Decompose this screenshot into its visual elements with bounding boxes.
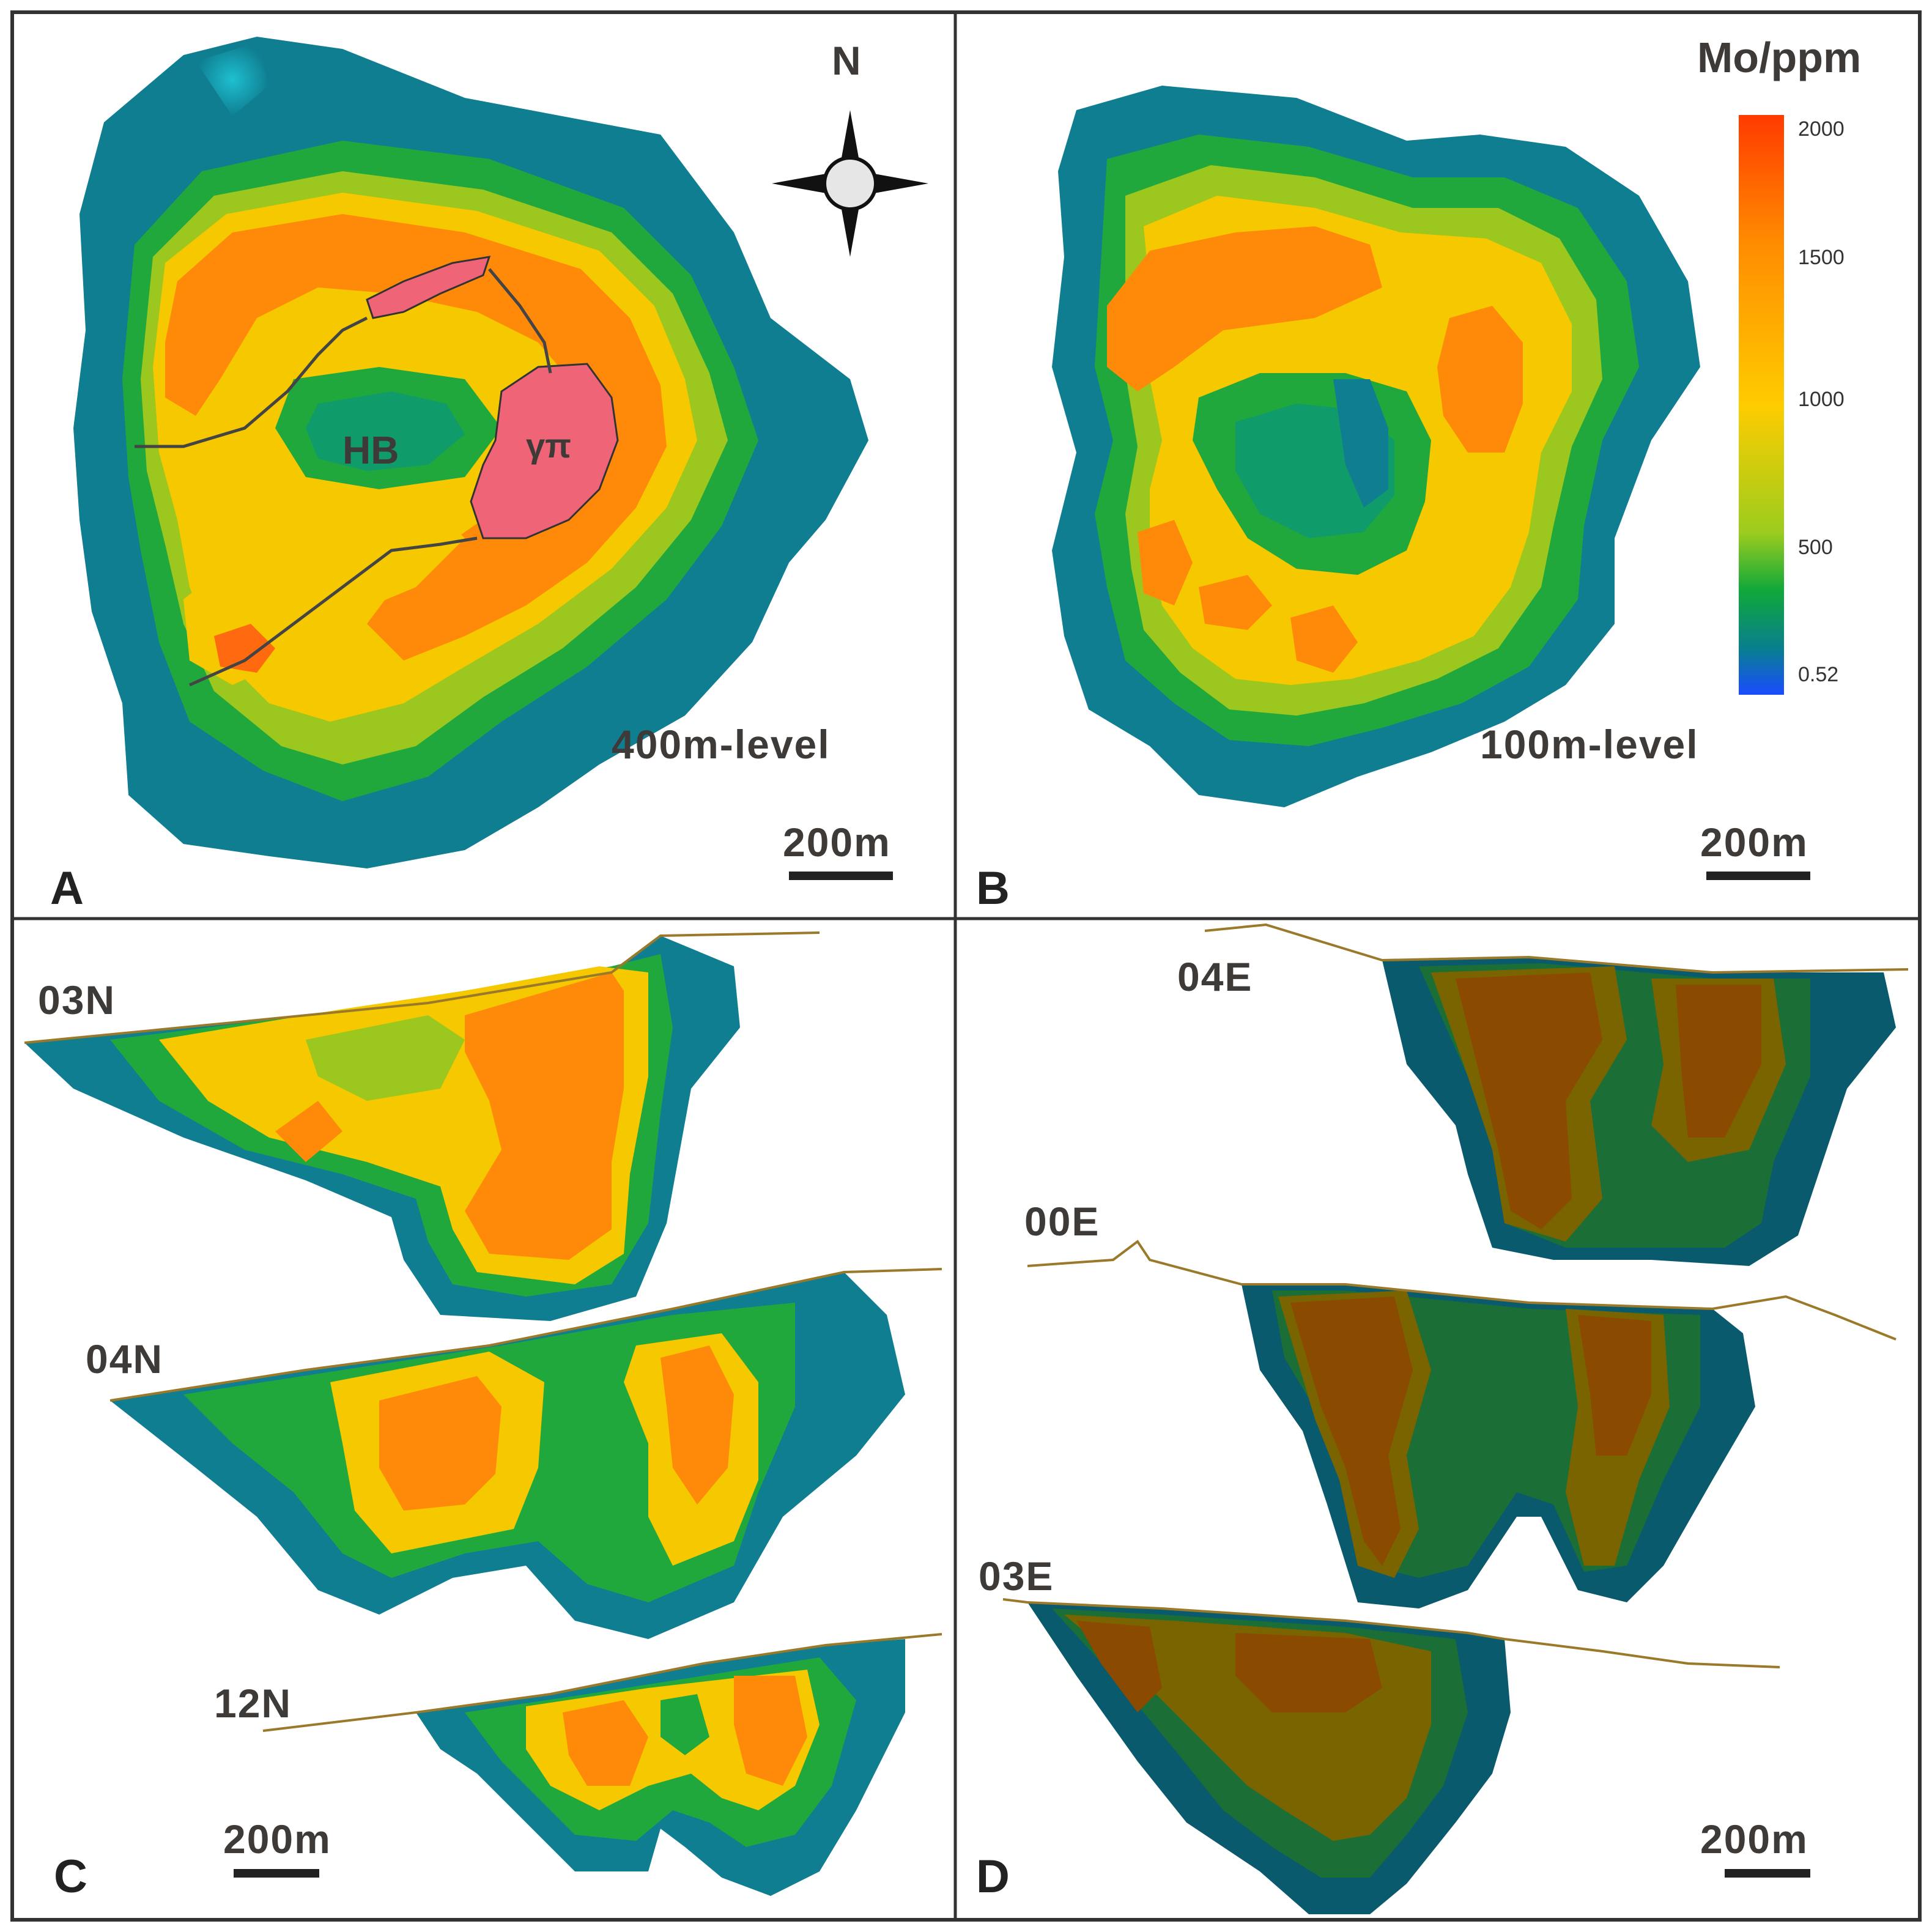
panel-d-scale-label: 200m <box>1700 1816 1808 1862</box>
legend-tick-500: 500 <box>1798 536 1833 559</box>
panel-a-letter: A <box>50 862 84 914</box>
section-03e-brown-center <box>1235 1633 1382 1712</box>
section-00e-brown-east <box>1578 1315 1651 1456</box>
panel-b-level-label: 100m-level <box>1480 722 1699 767</box>
panel-a-orange-zone <box>165 214 667 661</box>
panel-b-orange-sw-1 <box>1138 520 1193 605</box>
legend: Mo/ppm 2000 1500 1000 500 0.52 <box>1697 34 1861 695</box>
section-03e-brown-west <box>1076 1621 1162 1712</box>
panel-a-contact-line-east <box>488 268 552 374</box>
panel-a-level-label: 400m-level <box>612 722 831 767</box>
section-12n: 12N <box>214 1633 942 1896</box>
section-03e-surface <box>1002 1598 1780 1668</box>
panel-a-intrusion-large <box>470 363 619 539</box>
section-03n-label: 03N <box>38 977 116 1023</box>
panel-b-orange-sw-2 <box>1199 575 1272 630</box>
legend-tick-1000: 1000 <box>1798 388 1845 411</box>
section-04e-surface <box>1204 923 1909 974</box>
section-03n-orange-spot <box>275 1101 342 1162</box>
panel-a-scale-label: 200m <box>783 820 891 865</box>
panel-a-intrusion-label: γπ <box>526 426 571 465</box>
section-12n-surface <box>262 1633 942 1732</box>
panel-c-scale-label: 200m <box>223 1816 331 1862</box>
section-03n: 03N <box>24 931 820 1321</box>
panel-d-scale-bar <box>1725 1869 1810 1878</box>
section-12n-label: 12N <box>214 1681 292 1726</box>
panel-b-orange-sw-3 <box>1290 605 1358 673</box>
section-00e: 00E <box>1024 1199 1897 1608</box>
panel-b-letter: B <box>976 862 1010 914</box>
section-03n-orange <box>465 972 624 1260</box>
panel-b-scale-bar <box>1706 872 1810 880</box>
panel-a-sw-hotspot <box>214 624 275 673</box>
panel-d-letter: D <box>976 1851 1010 1903</box>
section-00e-brown-west <box>1290 1297 1413 1566</box>
section-12n-orange-west <box>563 1700 648 1786</box>
section-12n-orange-east <box>734 1676 807 1786</box>
section-04e-label: 04E <box>1177 954 1253 999</box>
section-03n-green-patch <box>306 1015 465 1101</box>
panel-b-inner-core <box>1333 379 1388 508</box>
panel-a-scale-bar <box>789 872 893 880</box>
panel-b-orange-nw <box>1107 226 1382 391</box>
legend-title: Mo/ppm <box>1697 34 1861 81</box>
section-04n-orange-east <box>661 1345 734 1505</box>
panel-a-contact-line-north <box>135 316 368 448</box>
north-label: N <box>832 38 861 83</box>
section-00e-label: 00E <box>1024 1199 1100 1244</box>
section-04e-brown-west <box>1456 972 1602 1229</box>
panel-b: Mo/ppm 2000 1500 1000 500 0.52 100m-leve… <box>976 34 1861 914</box>
section-03e-label: 03E <box>979 1553 1054 1599</box>
figure-frame <box>10 10 1922 1922</box>
section-00e-surface <box>1027 1240 1897 1341</box>
section-04n-surface <box>109 1268 942 1402</box>
panel-a-contact-line-south <box>188 536 478 687</box>
section-04n-label: 04N <box>86 1336 163 1382</box>
legend-tick-2000: 2000 <box>1798 117 1845 141</box>
section-03e: 03E <box>979 1553 1780 1914</box>
panel-c: 03N 04N 12N 200m C <box>24 931 942 1903</box>
section-03n-surface <box>24 931 820 1044</box>
outer-border <box>10 10 1922 1922</box>
panel-c-letter: C <box>54 1851 87 1903</box>
section-04n: 04N <box>86 1268 942 1639</box>
section-12n-green-core <box>661 1694 709 1755</box>
panel-b-orange-east <box>1437 306 1523 453</box>
panel-a-hb-label: HB <box>342 428 399 472</box>
section-04e: 04E <box>1177 923 1909 1266</box>
legend-colorbar <box>1739 115 1784 695</box>
panel-a: HB γπ N 400m-level 200m A <box>50 37 928 914</box>
panel-b-scale-label: 200m <box>1700 820 1808 865</box>
panel-c-scale-bar <box>234 1869 319 1878</box>
legend-tick-min: 0.52 <box>1798 663 1838 686</box>
panel-a-intrusion-small <box>366 256 491 319</box>
north-arrow-icon <box>772 110 928 257</box>
panel-a-inner-core-dark <box>306 391 465 471</box>
section-04e-brown-east <box>1676 985 1761 1138</box>
section-04n-orange-west <box>379 1376 502 1511</box>
legend-tick-1500: 1500 <box>1798 246 1845 269</box>
panel-a-teal-glow <box>196 43 269 116</box>
panel-d: 04E 00E 03E 200m D <box>976 923 1909 1914</box>
